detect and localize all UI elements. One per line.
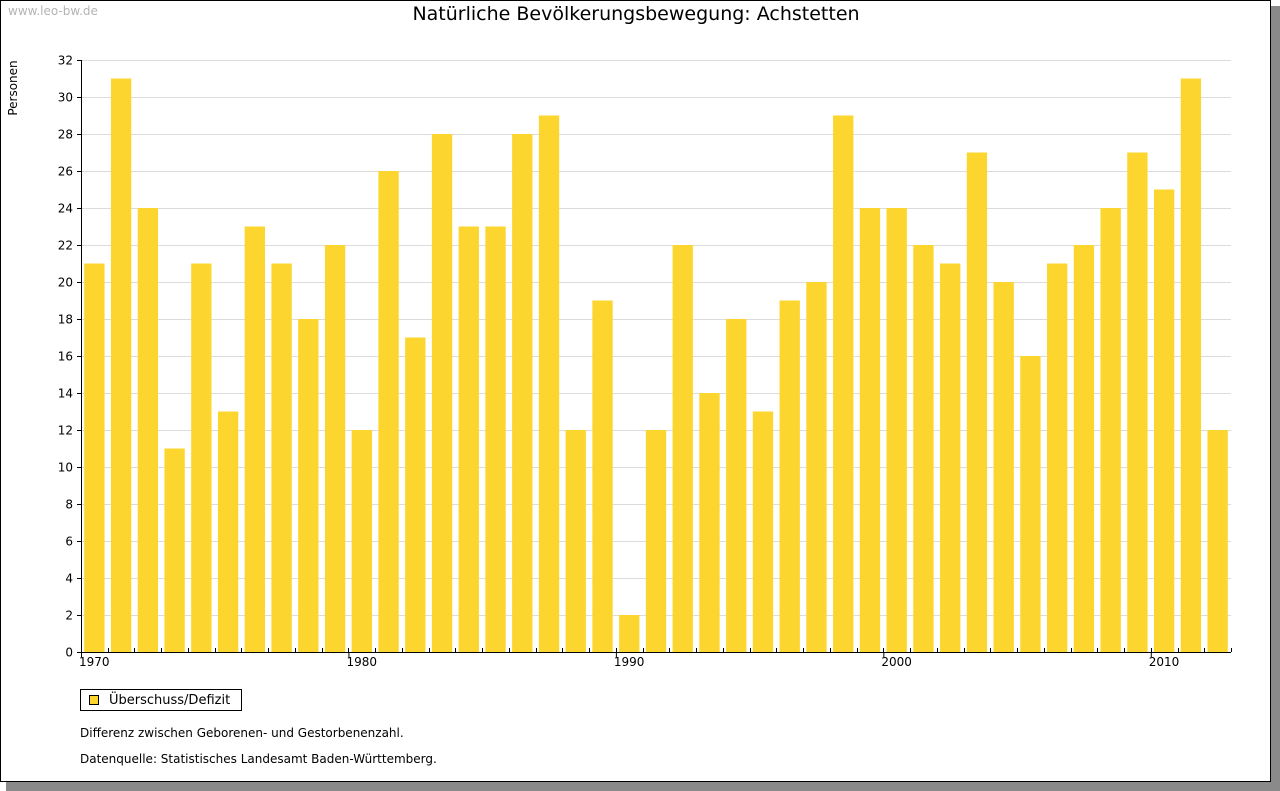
watermark: www.leo-bw.de [8,4,98,18]
bars [84,78,1228,652]
y-tick-label: 12 [58,424,73,438]
bar [833,115,854,652]
y-tick-label: 10 [58,461,73,475]
bar [1180,78,1202,652]
legend-swatch [89,695,99,705]
bar [1100,208,1121,652]
bar [779,300,800,652]
y-tick-label: 22 [58,239,73,253]
bar [1073,245,1095,652]
x-tick-label: 2010 [1149,655,1180,669]
y-tick-label: 2 [65,609,73,623]
y-tick-label: 16 [58,350,73,364]
bar [298,319,319,652]
bar [217,411,239,652]
bar [137,208,159,652]
bar [645,430,667,652]
y-tick-label: 6 [65,535,73,549]
legend-label: Überschuss/Defizit [109,692,231,708]
y-tick-label: 18 [58,313,73,327]
y-tick-label: 26 [58,165,73,179]
bar [244,226,265,652]
bar [993,282,1014,652]
bar [966,152,988,652]
y-tick-label: 28 [58,128,73,142]
bar [1207,430,1228,652]
bar [752,411,774,652]
bar [458,226,479,652]
x-tick-label: 2000 [881,655,912,669]
x-tick-label: 1970 [79,655,110,669]
bar [672,245,693,652]
bar [84,263,105,652]
bar [164,448,185,652]
bar [378,171,399,652]
bar [592,300,613,652]
chart-description: Differenz zwischen Geborenen- und Gestor… [80,726,404,740]
frame-shadow-right [1271,6,1280,791]
frame-shadow-bottom [6,782,1280,791]
bar [191,263,212,652]
bar [351,430,372,652]
y-tick-label: 32 [58,54,73,68]
y-tick-label: 8 [65,498,73,512]
bar [431,134,453,652]
bar [485,226,506,652]
bar [538,115,560,652]
x-tick-label: 1980 [346,655,377,669]
bar [806,282,827,652]
bar [913,245,934,652]
data-source: Datenquelle: Statistisches Landesamt Bad… [80,752,437,766]
bar [565,430,586,652]
y-tick-label: 24 [58,202,73,216]
bar [726,319,747,652]
bar [1047,263,1068,652]
bar [619,615,640,652]
bar [110,78,132,652]
bar [1127,152,1148,652]
y-tick-label: 30 [58,91,73,105]
chart-title: Natürliche Bevölkerungsbewegung: Achstet… [412,3,860,25]
bar [859,208,881,652]
bar [271,263,292,652]
bar [886,208,907,652]
bar [324,245,346,652]
legend: Überschuss/Defizit [80,689,243,711]
bar [512,134,533,652]
bar [405,337,426,652]
bar [940,263,961,652]
bar [1153,189,1175,652]
y-tick-label: 4 [65,572,73,586]
x-tick-label: 1990 [614,655,645,669]
y-tick-label: 0 [65,646,73,660]
y-tick-label: 14 [58,387,73,401]
bar [699,393,720,652]
y-tick-label: 20 [58,276,73,290]
bar [1020,356,1041,652]
